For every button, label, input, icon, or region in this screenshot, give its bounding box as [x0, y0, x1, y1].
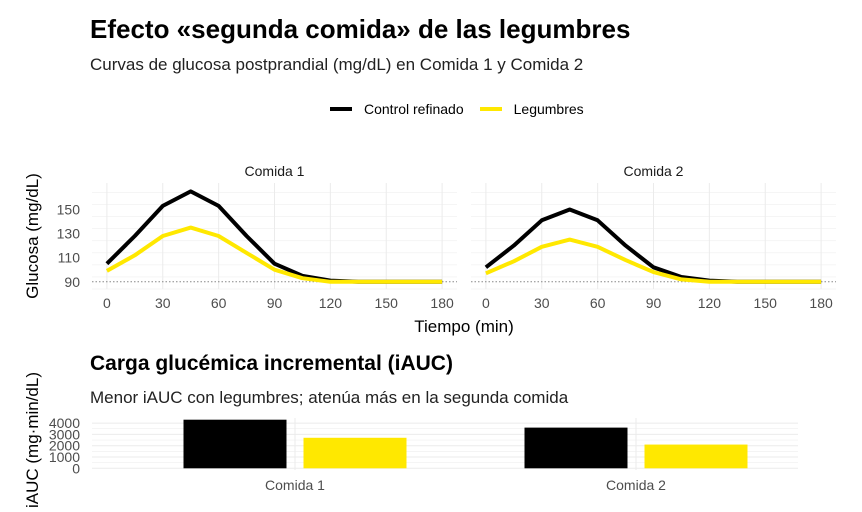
bar-control	[183, 419, 287, 469]
x-tick-label: 150	[754, 295, 778, 311]
x-tick-label: 180	[809, 295, 833, 311]
bar-legumes	[644, 444, 748, 469]
y-tick-label: 90	[64, 274, 80, 290]
y-tick-label: 110	[58, 250, 81, 266]
x-tick-label: 60	[590, 295, 606, 311]
x-tick-label: 120	[698, 295, 722, 311]
bar-y-tick-label: 3000	[49, 426, 80, 442]
series-line-legumes	[485, 237, 822, 284]
series-line-legumes	[105, 225, 443, 284]
x-tick-label: 90	[267, 295, 283, 311]
bar-y-tick-label: 0	[72, 460, 80, 476]
bar-legumes	[303, 437, 407, 469]
bar-y-tick-label: 4000	[49, 415, 80, 431]
x-tick-label: 30	[155, 295, 171, 311]
x-tick-label: 90	[646, 295, 662, 311]
x-tick-label: 0	[103, 295, 111, 311]
x-axis-title: Tiempo (min)	[414, 317, 514, 336]
bar-x-tick-label: Comida 2	[606, 477, 666, 493]
legend: Control refinado Legumbres	[330, 101, 600, 117]
facet-label: Comida 2	[624, 163, 684, 179]
x-tick-label: 180	[430, 295, 454, 311]
y-tick-label: 130	[57, 226, 81, 242]
bar-control	[524, 427, 628, 469]
x-tick-label: 0	[482, 295, 490, 311]
legend-item-legumes: Legumbres	[479, 101, 584, 117]
bar-y-tick-label: 2000	[49, 438, 80, 454]
facet-label: Comida 1	[245, 163, 305, 179]
y-tick-label: 150	[57, 202, 81, 218]
chart-subtitle: Curvas de glucosa postprandial (mg/dL) e…	[90, 55, 584, 74]
x-tick-label: 120	[319, 295, 343, 311]
bar-y-tick-label: 1000	[49, 449, 80, 465]
x-tick-label: 60	[211, 295, 227, 311]
x-tick-label: 150	[375, 295, 399, 311]
y-axis-title: Glucosa (mg/dL)	[23, 173, 42, 299]
legend-label-legumes: Legumbres	[513, 101, 584, 117]
legend-key-legumes	[479, 107, 502, 111]
legend-key-control	[330, 107, 352, 111]
bar-chart-title: Carga glucémica incremental (iAUC)	[90, 352, 453, 375]
x-tick-label: 30	[534, 295, 550, 311]
bar-chart-subtitle: Menor iAUC con legumbres; atenúa más en …	[90, 388, 569, 407]
legend-label-control: Control refinado	[364, 101, 464, 117]
legend-item-control: Control refinado	[330, 101, 464, 117]
bar-x-tick-label: Comida 1	[265, 477, 325, 493]
chart-title: Efecto «segunda comida» de las legumbres	[90, 14, 631, 44]
bar-y-axis-title: iAUC (mg·min/dL)	[23, 372, 42, 508]
